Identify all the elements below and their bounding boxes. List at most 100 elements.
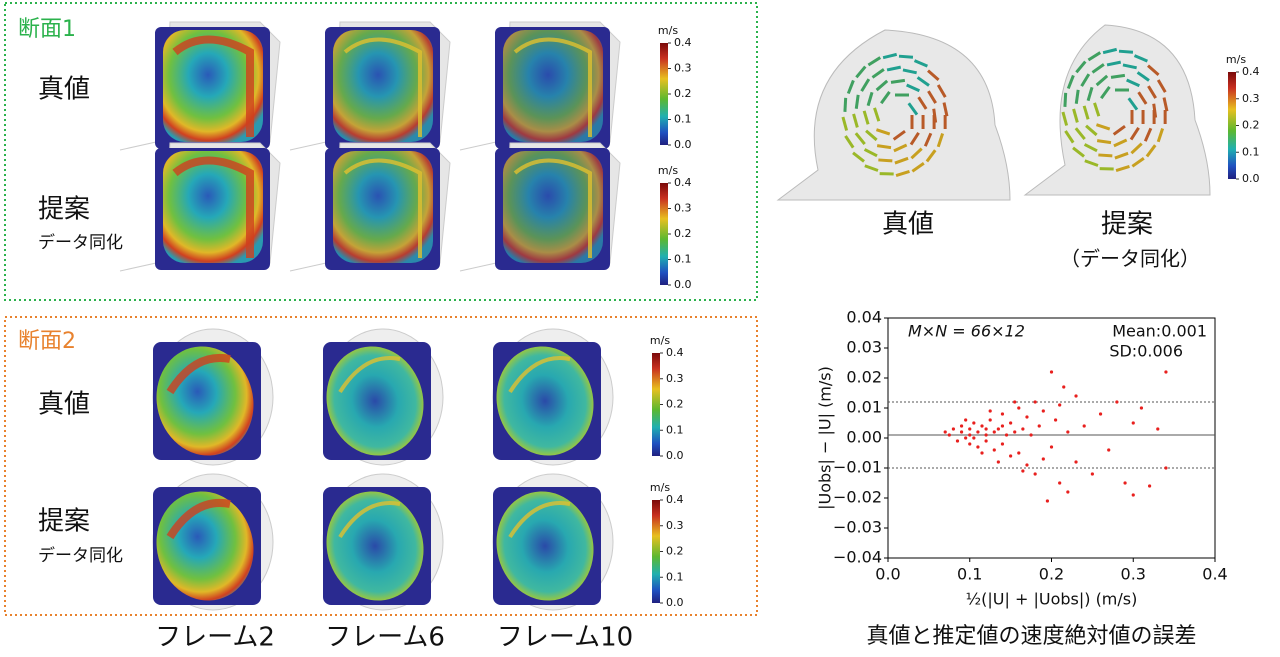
point <box>1049 445 1054 449</box>
jet <box>513 37 592 137</box>
flow-field <box>326 346 424 456</box>
vector-arrow <box>1114 151 1129 160</box>
vector-arrow <box>936 84 947 98</box>
vector-arrow <box>1072 146 1085 158</box>
vector-arrow <box>1086 86 1094 102</box>
vector-arrow <box>1115 165 1130 172</box>
colorbar-tick-label: 0.1 <box>1242 145 1260 158</box>
point <box>1033 472 1037 476</box>
frame-label: フレーム2 <box>155 623 275 653</box>
point <box>1139 406 1144 410</box>
vector-arrow <box>932 108 938 123</box>
point <box>1000 412 1005 416</box>
vector-arrow <box>1162 97 1169 112</box>
vector-arrow <box>927 90 937 104</box>
point <box>1066 430 1070 434</box>
vector-arrow <box>1126 78 1141 88</box>
vector-arrow <box>882 52 898 60</box>
point <box>1017 406 1021 410</box>
point <box>1000 424 1005 428</box>
flow-field <box>496 346 594 456</box>
point <box>947 433 951 437</box>
vector-arrow <box>841 116 849 131</box>
jet <box>513 158 592 258</box>
jet <box>508 501 571 539</box>
point <box>1029 433 1033 437</box>
y-tick-label: 0.03 <box>846 338 882 357</box>
colorbar-tick-label: 0.3 <box>666 519 684 532</box>
vector-arrow <box>1110 73 1126 79</box>
vector-arrow <box>910 147 923 160</box>
point <box>1013 430 1017 434</box>
point <box>996 427 1000 431</box>
colorbar-tick-label: 0.0 <box>666 596 684 609</box>
vector-arrow <box>1074 89 1080 104</box>
vector-arrow <box>1066 74 1075 90</box>
vector-arrow <box>1095 123 1111 131</box>
vector-image <box>1023 24 1211 196</box>
x-axis-label: ½(|U| + |Uobs|) (m/s) <box>966 590 1138 609</box>
flow-image <box>322 473 444 611</box>
point <box>1000 442 1005 446</box>
point <box>943 430 947 434</box>
vector-arrow <box>855 65 867 79</box>
vector-arrow <box>854 94 860 109</box>
geometry <box>1023 24 1211 196</box>
colorbar-unit: m/s <box>650 334 670 347</box>
y-tick-label: −0.03 <box>833 518 882 537</box>
point <box>1004 433 1009 437</box>
vector-arrow <box>852 113 859 128</box>
jet <box>343 158 422 258</box>
vector-arrow <box>862 110 870 125</box>
point <box>1041 457 1045 461</box>
colorbar-tick-label: 0.3 <box>674 202 692 215</box>
vector-arrow <box>860 78 871 92</box>
flow-field <box>333 30 433 142</box>
point <box>1058 403 1062 407</box>
colorbar-tick-label: 0.4 <box>674 176 692 189</box>
flow-image <box>119 142 281 272</box>
colorbar-unit: m/s <box>1226 53 1246 66</box>
point <box>1131 421 1135 425</box>
y-tick-label: −0.01 <box>833 458 882 477</box>
vector-arrow <box>927 69 940 81</box>
vector-arrow <box>911 162 925 173</box>
vector-arrow <box>898 54 914 59</box>
colorbar <box>660 183 668 285</box>
point <box>1049 370 1054 374</box>
colorbar <box>1228 72 1236 179</box>
vector-arrow <box>894 156 909 165</box>
vector-arrow <box>925 149 937 163</box>
colorbar-tick-label: 0.1 <box>666 570 684 583</box>
point <box>980 451 984 455</box>
point <box>968 442 972 446</box>
y-tick-label: −0.04 <box>833 548 882 567</box>
colorbar-tick-label: 0.0 <box>666 449 684 462</box>
frame-label: フレーム10 <box>497 623 633 653</box>
flow-image <box>289 21 451 151</box>
vector-arrow <box>1061 111 1069 126</box>
annotation: Mean:0.001 <box>1112 322 1207 341</box>
point <box>964 418 968 422</box>
point <box>996 460 1000 464</box>
point <box>1131 493 1135 497</box>
vector-arrow <box>1113 138 1128 148</box>
point <box>1009 454 1013 458</box>
point <box>1107 448 1111 452</box>
vector-arrow <box>1087 51 1102 62</box>
point <box>959 430 964 434</box>
flow-image <box>492 473 614 611</box>
point <box>1148 484 1152 488</box>
flow-image <box>322 328 444 466</box>
geometry <box>776 29 1011 201</box>
flow-image <box>289 142 451 272</box>
y-tick-label: 0.00 <box>846 428 882 447</box>
vector-arrow <box>942 102 949 117</box>
view-label: 提案 <box>1101 210 1153 240</box>
x-tick-label: 0.3 <box>1121 565 1146 584</box>
colorbar-tick-label: 0.2 <box>674 227 692 240</box>
flow-field <box>503 30 603 142</box>
row-note: データ同化 <box>38 545 123 566</box>
point <box>968 433 972 437</box>
vector-arrow <box>1152 103 1158 118</box>
